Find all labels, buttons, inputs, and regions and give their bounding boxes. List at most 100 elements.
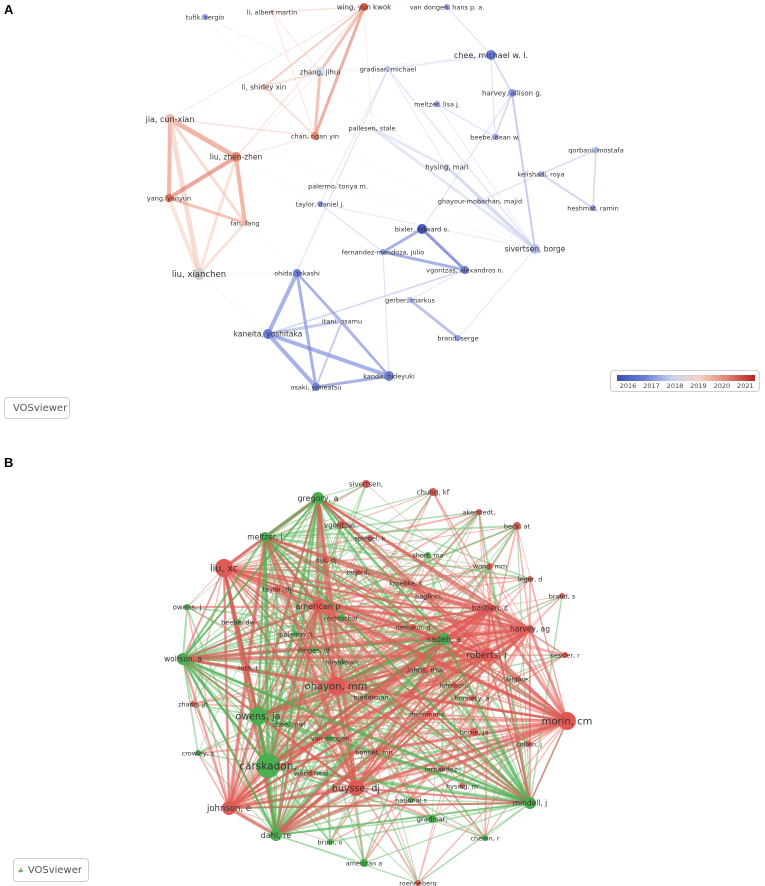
node-dahl[interactable]: dahl, re — [261, 829, 291, 841]
node-circle[interactable] — [408, 797, 414, 803]
node-harrison[interactable]: harrison, — [440, 681, 469, 689]
node-harv[interactable]: harvey, allison g. — [482, 89, 542, 97]
node-hysing[interactable]: hysing, mari — [425, 163, 468, 171]
node-circle[interactable] — [193, 268, 205, 280]
node-circle[interactable] — [444, 164, 450, 170]
node-circle[interactable] — [315, 67, 325, 77]
node-sadeh[interactable]: sadeh, a — [427, 633, 461, 645]
node-grad[interactable]: gradisar, michael — [360, 65, 417, 73]
node-circle[interactable] — [360, 3, 368, 11]
node-fan[interactable]: fan, fang — [230, 219, 259, 227]
node-circle[interactable] — [184, 604, 190, 610]
node-circle[interactable] — [385, 66, 391, 72]
node-circle[interactable] — [403, 580, 409, 586]
node-circle[interactable] — [426, 593, 432, 599]
node-kaneita[interactable]: kaneita, yoshitaka — [234, 329, 303, 339]
node-circle[interactable] — [524, 797, 536, 809]
node-kanda[interactable]: kanda, hideyuki — [363, 371, 415, 381]
node-circle[interactable] — [513, 522, 521, 530]
node-tufik[interactable]: tufik, sergio — [186, 13, 225, 21]
node-kilgore[interactable]: kilgore, — [506, 675, 530, 683]
node-hirshk[interactable]: hirshkowit — [325, 658, 359, 666]
node-circle[interactable] — [286, 721, 292, 727]
node-circle[interactable] — [367, 535, 373, 541]
node-spiegel[interactable]: spiegel, k — [354, 534, 385, 542]
node-circle[interactable] — [530, 244, 540, 254]
node-sivert[interactable]: sivertsen, borge — [505, 244, 566, 254]
node-circle[interactable] — [428, 815, 436, 823]
node-wing[interactable]: wing, yun kwok — [337, 3, 392, 11]
node-wolfson[interactable]: wolfson, a — [164, 653, 202, 665]
node-american[interactable]: american p — [295, 600, 341, 612]
node-circle[interactable] — [311, 647, 317, 653]
node-beck[interactable]: beck, at — [504, 522, 531, 530]
node-brand[interactable]: brand, s — [549, 592, 576, 600]
node-biedermn[interactable]: biederman, — [353, 693, 390, 701]
node-circle[interactable] — [308, 770, 314, 776]
node-kessler[interactable]: kessler, r — [550, 651, 580, 659]
node-circle[interactable] — [476, 509, 482, 515]
node-worldheal[interactable]: world heal — [294, 769, 328, 777]
node-baglioni[interactable]: baglioni, — [415, 592, 443, 600]
node-circle[interactable] — [384, 371, 394, 381]
node-harvey[interactable]: harvey, ag — [510, 625, 550, 634]
node-yang[interactable]: yang, yanyun — [147, 194, 191, 202]
node-circle[interactable] — [558, 712, 576, 730]
node-chee[interactable]: chee, michael w. l. — [454, 50, 528, 60]
node-roth[interactable]: roth, t — [238, 664, 258, 672]
node-circle[interactable] — [434, 101, 440, 107]
node-tafjord[interactable]: tafjord, — [346, 568, 369, 576]
node-circle[interactable] — [360, 859, 368, 867]
node-circle[interactable] — [231, 152, 241, 162]
node-buysse[interactable]: buysse, dj — [332, 780, 380, 796]
node-gregory[interactable]: gregory, a — [297, 492, 339, 504]
node-circle[interactable] — [195, 750, 201, 756]
node-liuxc[interactable]: liu, xianchen — [172, 268, 226, 280]
node-vand[interactable]: van dongen, hans p. a. — [410, 3, 485, 11]
node-crowley[interactable]: crowley, s — [182, 749, 215, 757]
node-circle[interactable] — [260, 532, 270, 542]
node-circle[interactable] — [339, 659, 345, 665]
node-liam[interactable]: li, albert martin — [247, 8, 297, 16]
node-leger[interactable]: leger, d — [518, 575, 543, 583]
vosviewer-badge-b[interactable]: VOSviewer — [13, 858, 89, 882]
node-circle[interactable] — [410, 624, 416, 630]
node-palermo[interactable]: palermo, t — [279, 630, 313, 638]
node-cheron[interactable]: cheron, r — [470, 834, 499, 842]
node-johnson[interactable]: johnson, e — [206, 801, 251, 815]
node-horne[interactable]: horne, ja — [460, 728, 489, 736]
node-circle[interactable] — [486, 50, 496, 60]
node-bonnet[interactable]: bonnet, mh — [355, 748, 392, 756]
node-circle[interactable] — [165, 114, 175, 124]
node-taylor[interactable]: taylor, dj — [263, 585, 292, 593]
node-circle[interactable] — [336, 184, 340, 188]
node-kelish[interactable]: kelishadi, roya — [517, 170, 564, 178]
node-circle[interactable] — [270, 10, 274, 14]
node-lisx[interactable]: li, shirley xin — [242, 83, 286, 91]
node-johns[interactable]: johns, mw — [406, 666, 443, 674]
node-circle[interactable] — [370, 126, 374, 130]
node-circle[interactable] — [312, 600, 324, 612]
node-wong[interactable]: wong, mm — [473, 562, 507, 570]
node-circle[interactable] — [470, 728, 478, 736]
node-circle[interactable] — [526, 741, 532, 747]
node-circle[interactable] — [469, 695, 475, 701]
node-circle[interactable] — [338, 615, 344, 621]
node-circle[interactable] — [562, 652, 568, 658]
node-circle[interactable] — [202, 14, 208, 20]
node-ghay[interactable]: ghayour-mobarhan, majid — [438, 197, 522, 205]
node-bruni[interactable]: bruni, o — [318, 838, 343, 846]
node-circle[interactable] — [508, 89, 516, 97]
node-roenneb[interactable]: roenneberg — [399, 879, 437, 886]
node-heshm[interactable]: heshmat, ramin — [567, 204, 619, 212]
node-circle[interactable] — [461, 266, 469, 274]
node-mindell[interactable]: mindell, j — [513, 797, 548, 809]
node-bastien[interactable]: bastien, c — [472, 603, 509, 613]
node-owensja[interactable]: owens, ja — [236, 707, 281, 725]
node-circle[interactable] — [429, 488, 437, 496]
node-circle[interactable] — [270, 829, 282, 841]
node-dinges[interactable]: dinges, df — [298, 646, 331, 654]
node-meltzer[interactable]: meltzer, l — [247, 532, 283, 542]
node-rechtsch[interactable]: rechtschaf — [324, 614, 359, 622]
node-circle[interactable] — [425, 711, 431, 717]
